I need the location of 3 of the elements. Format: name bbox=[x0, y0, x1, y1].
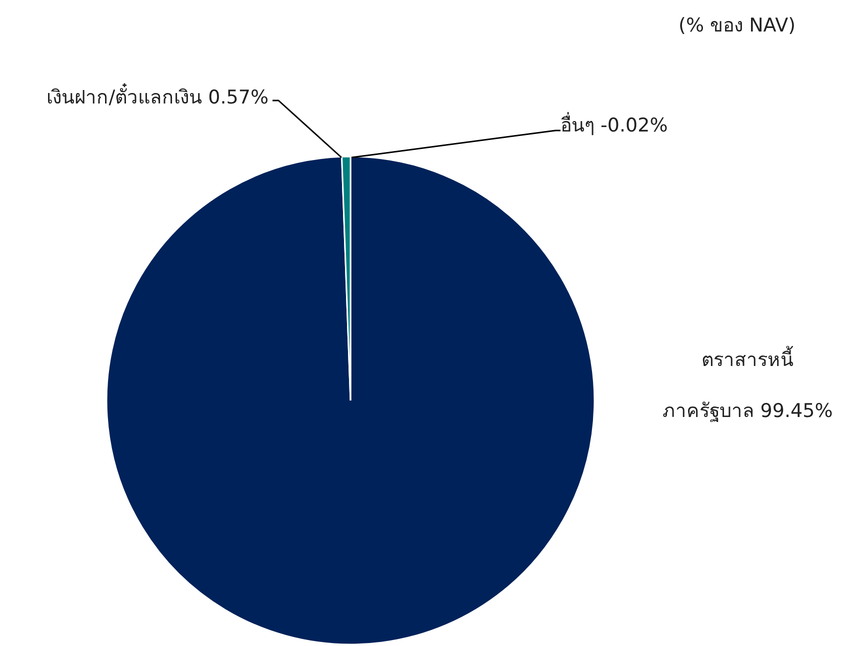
slice-label: เงินฝาก/ตั๋วแลกเงิน 0.57% bbox=[46, 82, 269, 108]
category-label: อื่นๆ -0.02% bbox=[560, 114, 668, 136]
text: (% ของ NAV) bbox=[678, 14, 796, 36]
